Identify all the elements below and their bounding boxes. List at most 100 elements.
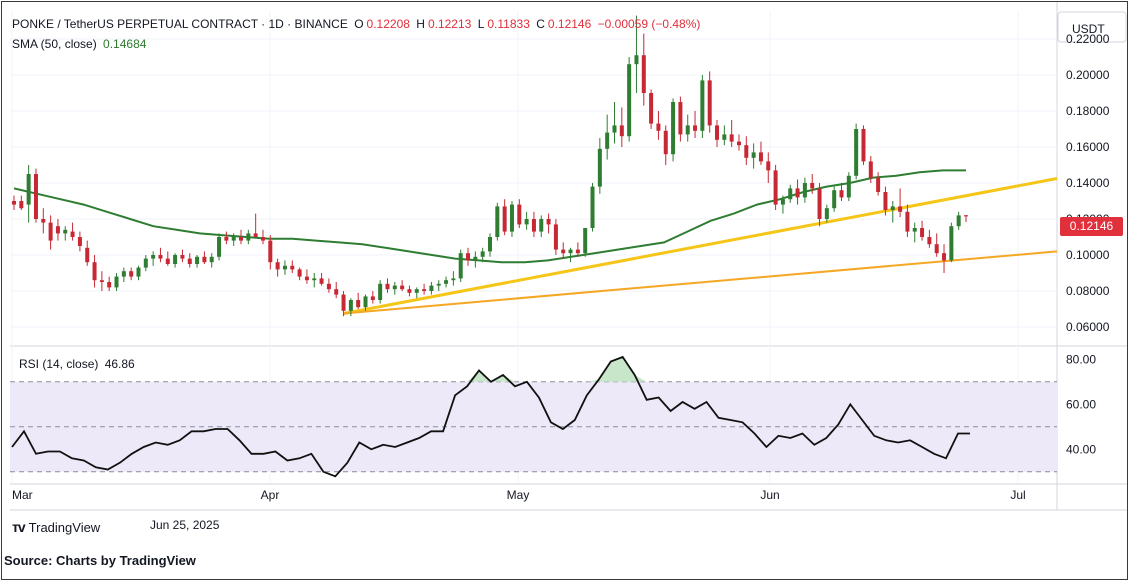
candle-down [920, 228, 925, 237]
rsi-tick-label: 40.00 [1066, 442, 1096, 456]
candle-up [956, 215, 961, 227]
candle-down [883, 192, 888, 210]
candle-up [63, 229, 68, 234]
candle-up [949, 226, 954, 261]
lower-trendline [343, 250, 1058, 315]
candle-down [466, 253, 471, 261]
sma-label: SMA (50, close) [12, 37, 97, 51]
candle-up [282, 265, 287, 270]
candle-down [268, 240, 273, 263]
open-value: 0.12208 [366, 17, 410, 31]
candle-down [927, 237, 932, 245]
candle-down [224, 237, 229, 241]
candle-down [839, 190, 844, 198]
high-label: H [416, 17, 425, 31]
candle-down [260, 237, 265, 241]
candle-down [715, 125, 720, 140]
candle-up [246, 233, 251, 241]
candle-down [868, 161, 873, 178]
rsi-tick-label: 80.00 [1066, 352, 1096, 366]
candle-down [531, 219, 536, 232]
candle-up [26, 174, 31, 205]
candle-up [854, 129, 859, 176]
price-tick-label: 0.16000 [1066, 140, 1110, 154]
tradingview-logo[interactable]: ᴛv TradingView [12, 519, 100, 535]
price-tick-label: 0.08000 [1066, 284, 1110, 298]
candle-down [553, 224, 558, 250]
candle-up [348, 300, 353, 311]
open-label: O [354, 17, 364, 31]
candle-down [180, 255, 185, 259]
candle-up [788, 188, 793, 200]
candle-down [736, 141, 741, 146]
candle-up [751, 152, 756, 158]
candle-down [758, 152, 763, 162]
candle-up [444, 280, 449, 284]
candle-up [488, 237, 492, 252]
time-tick-label: Apr [261, 488, 280, 502]
candle-down [297, 269, 302, 277]
candle-down [766, 161, 771, 171]
candle-down [663, 130, 668, 155]
candle-up [173, 255, 178, 264]
candle-up [722, 134, 727, 140]
candle-down [942, 253, 947, 261]
candle-down [729, 134, 734, 142]
candle-down [202, 256, 207, 263]
candle-down [290, 265, 295, 270]
candle-up [524, 219, 529, 225]
candle-up [597, 148, 602, 187]
candle-down [810, 183, 815, 189]
candle-up [590, 186, 595, 228]
candle-down [400, 285, 405, 290]
candle-up [912, 228, 917, 232]
candle-up [671, 102, 676, 155]
candle-up [209, 256, 214, 263]
currency-box [1057, 11, 1127, 43]
price-tick-label: 0.14000 [1066, 176, 1110, 190]
candle-down [158, 255, 163, 259]
candle-down [99, 280, 104, 282]
time-tick-label: Jul [1010, 488, 1025, 502]
candle-down [85, 247, 90, 263]
candle-down [619, 125, 624, 137]
candle-down [326, 283, 331, 290]
candle-down [905, 211, 910, 232]
price-tick-label: 0.20000 [1066, 68, 1110, 82]
rsi-label: RSI (14, close) [19, 357, 99, 371]
symbol-title: PONKE / TetherUS PERPETUAL CONTRACT · 1D… [12, 17, 348, 31]
candle-down [334, 289, 339, 295]
price-tick-label: 0.22000 [1066, 32, 1110, 46]
candle-up [846, 175, 851, 198]
candle-up [451, 278, 456, 281]
candle-up [495, 206, 500, 237]
low-label: L [477, 17, 485, 31]
symbol-legend: PONKE / TetherUS PERPETUAL CONTRACT · 1D… [12, 17, 703, 31]
change-value: −0.00059 (−0.48%) [597, 17, 701, 31]
candle-down [502, 206, 507, 232]
candle-up [802, 183, 807, 198]
candle-up [231, 237, 236, 241]
candle-up [312, 278, 317, 281]
rsi-value: 46.86 [104, 357, 135, 371]
candle-up [458, 253, 463, 279]
candle-up [114, 276, 119, 288]
candle-down [861, 129, 866, 162]
source-caption: Source: Charts by TradingView [4, 553, 196, 568]
candle-up [414, 289, 419, 293]
candle-up [539, 219, 544, 232]
sma-50-line [13, 169, 966, 264]
currency-label: USDT [1072, 22, 1105, 36]
tradingview-brand: TradingView [28, 519, 101, 535]
candle-up [568, 249, 573, 254]
candle-down [253, 233, 258, 237]
current-price-tag: 0.12146 [1060, 217, 1123, 236]
candle-down [33, 174, 38, 219]
candle-down [693, 125, 698, 131]
candle-up [890, 206, 895, 210]
price-tick-label: 0.06000 [1066, 320, 1110, 334]
candle-down [92, 262, 97, 281]
high-value: 0.12213 [427, 17, 472, 31]
candle-down [187, 258, 192, 264]
chart-date: Jun 25, 2025 [150, 518, 220, 532]
